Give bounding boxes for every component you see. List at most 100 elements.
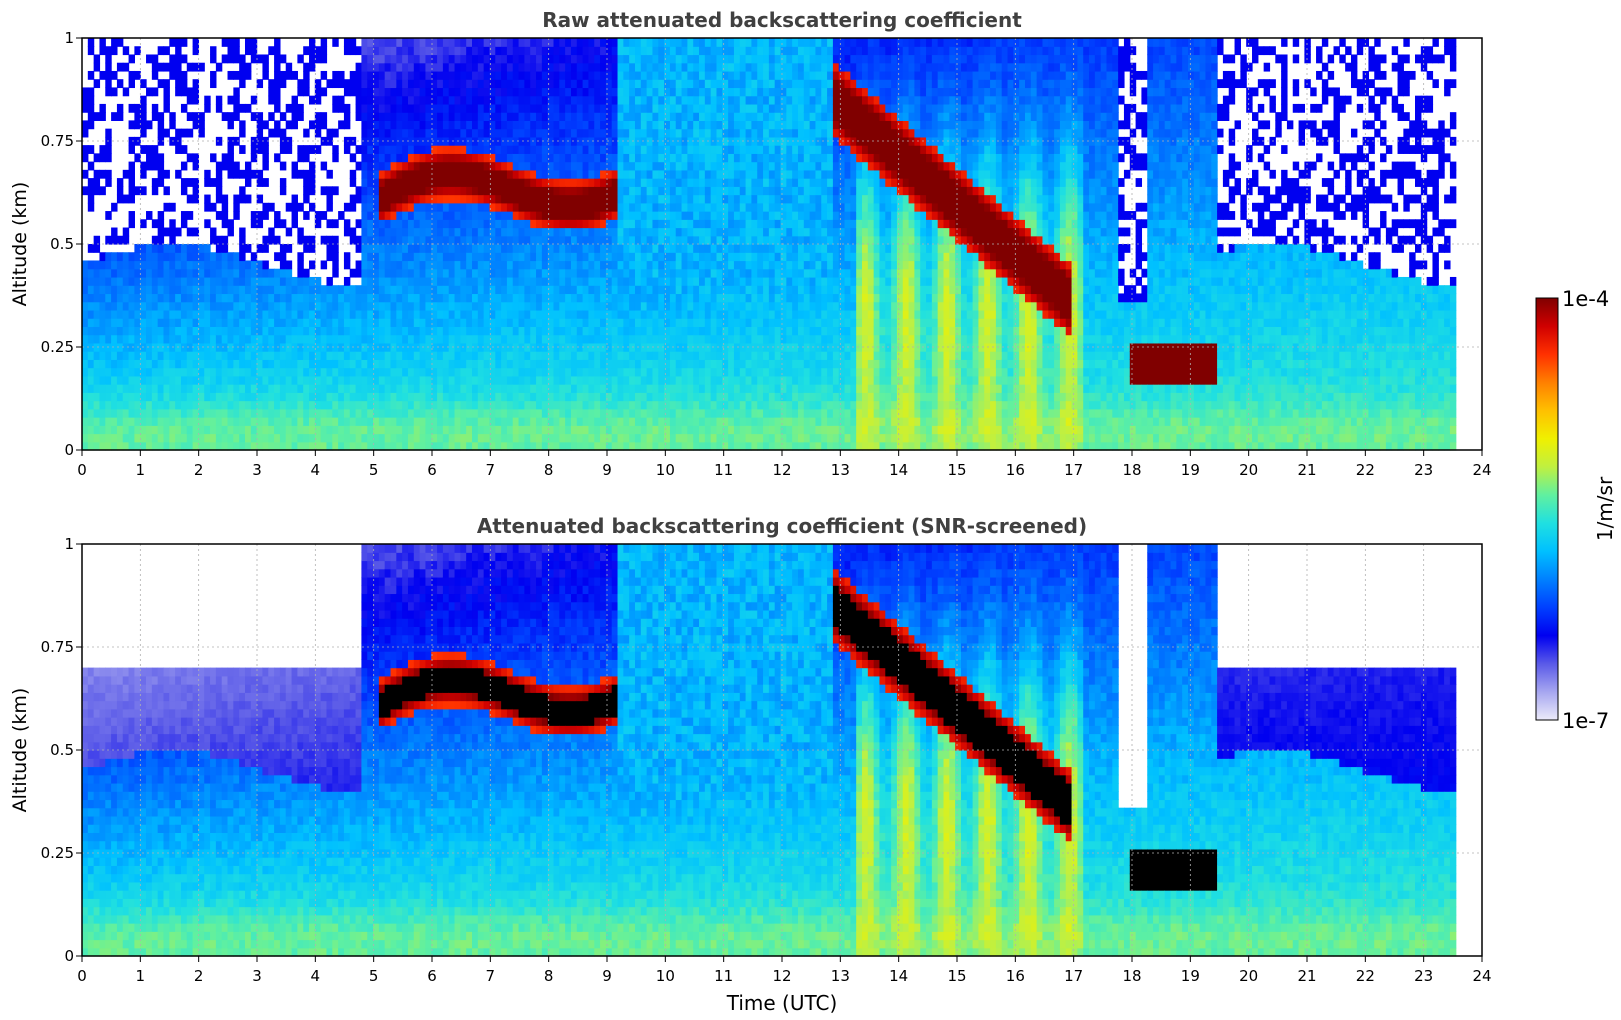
heatmap-cell — [489, 400, 496, 410]
heatmap-cell — [623, 342, 630, 352]
heatmap-cell — [489, 384, 496, 393]
heatmap-cell — [367, 367, 374, 377]
heatmap-cell — [710, 112, 718, 121]
heatmap-cell — [623, 433, 630, 443]
heatmap-cell — [524, 293, 531, 303]
heatmap-cell — [437, 400, 444, 410]
heatmap-cell — [215, 309, 223, 319]
heatmap-cell — [501, 112, 508, 121]
heatmap-cell — [355, 334, 363, 344]
heatmap-cell — [489, 252, 496, 262]
heatmap-cell — [518, 400, 525, 410]
heatmap-cell — [151, 54, 159, 64]
heatmap-cell — [501, 367, 508, 377]
heatmap-cell — [413, 318, 421, 327]
heatmap-cell — [518, 293, 525, 303]
heatmap-cell — [425, 38, 432, 47]
heatmap-cell — [472, 70, 479, 80]
heatmap-cell — [442, 318, 450, 327]
heatmap-cell — [681, 136, 688, 146]
heatmap-cell — [425, 70, 432, 80]
heatmap-cell — [687, 359, 694, 369]
heatmap-cell — [274, 70, 281, 80]
heatmap-cell — [733, 301, 741, 311]
heatmap-cell — [169, 384, 176, 393]
heatmap-cell — [151, 260, 159, 270]
heatmap-cell — [163, 260, 170, 270]
heatmap-cell — [681, 375, 688, 385]
heatmap-cell — [180, 367, 188, 377]
heatmap-cell — [210, 425, 217, 435]
heatmap-cell — [739, 359, 747, 369]
heatmap-cell — [437, 120, 444, 130]
heatmap-cell — [297, 293, 304, 303]
heatmap-cell — [652, 441, 659, 451]
heatmap-cell — [151, 62, 159, 72]
heatmap-cell — [541, 301, 549, 311]
heatmap-cell — [489, 95, 496, 105]
heatmap-cell — [390, 326, 397, 336]
heatmap-cell — [582, 392, 590, 402]
heatmap-cell — [710, 252, 718, 262]
heatmap-cell — [699, 211, 706, 220]
heatmap-cell — [495, 46, 502, 56]
heatmap-cell — [634, 211, 642, 220]
heatmap-cell — [722, 252, 729, 262]
heatmap-cell — [373, 120, 380, 130]
heatmap-cell — [664, 112, 671, 121]
heatmap-cell — [728, 244, 735, 253]
heatmap-cell — [687, 309, 694, 319]
heatmap-cell — [343, 276, 351, 286]
heatmap-cell — [611, 62, 619, 72]
heatmap-cell — [483, 309, 491, 319]
heatmap-cell — [402, 79, 409, 89]
heatmap-cell — [582, 120, 590, 130]
heatmap-cell — [506, 342, 514, 352]
heatmap-cell — [658, 227, 665, 237]
heatmap-cell — [390, 351, 397, 360]
heatmap-cell — [390, 54, 397, 64]
heatmap-cell — [745, 417, 753, 426]
heatmap-cell — [541, 211, 549, 220]
heatmap-cell — [687, 400, 694, 410]
heatmap-cell — [402, 62, 409, 72]
heatmap-cell — [646, 54, 654, 64]
heatmap-cell — [623, 400, 630, 410]
heatmap-cell — [594, 38, 601, 47]
heatmap-cell — [210, 252, 217, 262]
heatmap-cell — [338, 433, 345, 443]
heatmap-cell — [634, 153, 642, 163]
heatmap-cell — [233, 202, 240, 212]
heatmap-cell — [699, 351, 706, 360]
heatmap-cell — [448, 153, 456, 163]
heatmap-cell — [477, 211, 485, 220]
heatmap-cell — [367, 38, 374, 47]
heatmap-cell — [594, 95, 601, 105]
heatmap-cell — [477, 408, 485, 418]
heatmap-cell — [512, 244, 520, 253]
heatmap-cell — [477, 285, 485, 295]
heatmap-cell — [658, 244, 665, 253]
heatmap-cell — [530, 54, 537, 64]
heatmap-cell — [652, 342, 659, 352]
heatmap-cell — [536, 54, 543, 64]
heatmap-cell — [466, 318, 473, 327]
heatmap-cell — [559, 441, 566, 451]
heatmap-cell — [681, 392, 688, 402]
heatmap-cell — [233, 112, 240, 121]
heatmap-cell — [454, 95, 461, 105]
heatmap-cell — [675, 62, 683, 72]
heatmap-cell — [431, 211, 438, 220]
heatmap-cell — [460, 161, 467, 171]
heatmap-cell — [204, 95, 211, 105]
heatmap-cell — [553, 334, 560, 344]
heatmap-cell — [303, 326, 310, 336]
heatmap-cell — [704, 54, 712, 64]
heatmap-cell — [512, 351, 520, 360]
heatmap-cell — [506, 194, 514, 204]
heatmap-cell — [105, 87, 112, 97]
heatmap-cell — [675, 202, 683, 212]
heatmap-cell — [553, 54, 560, 64]
heatmap-cell — [180, 342, 188, 352]
heatmap-cell — [658, 326, 665, 336]
